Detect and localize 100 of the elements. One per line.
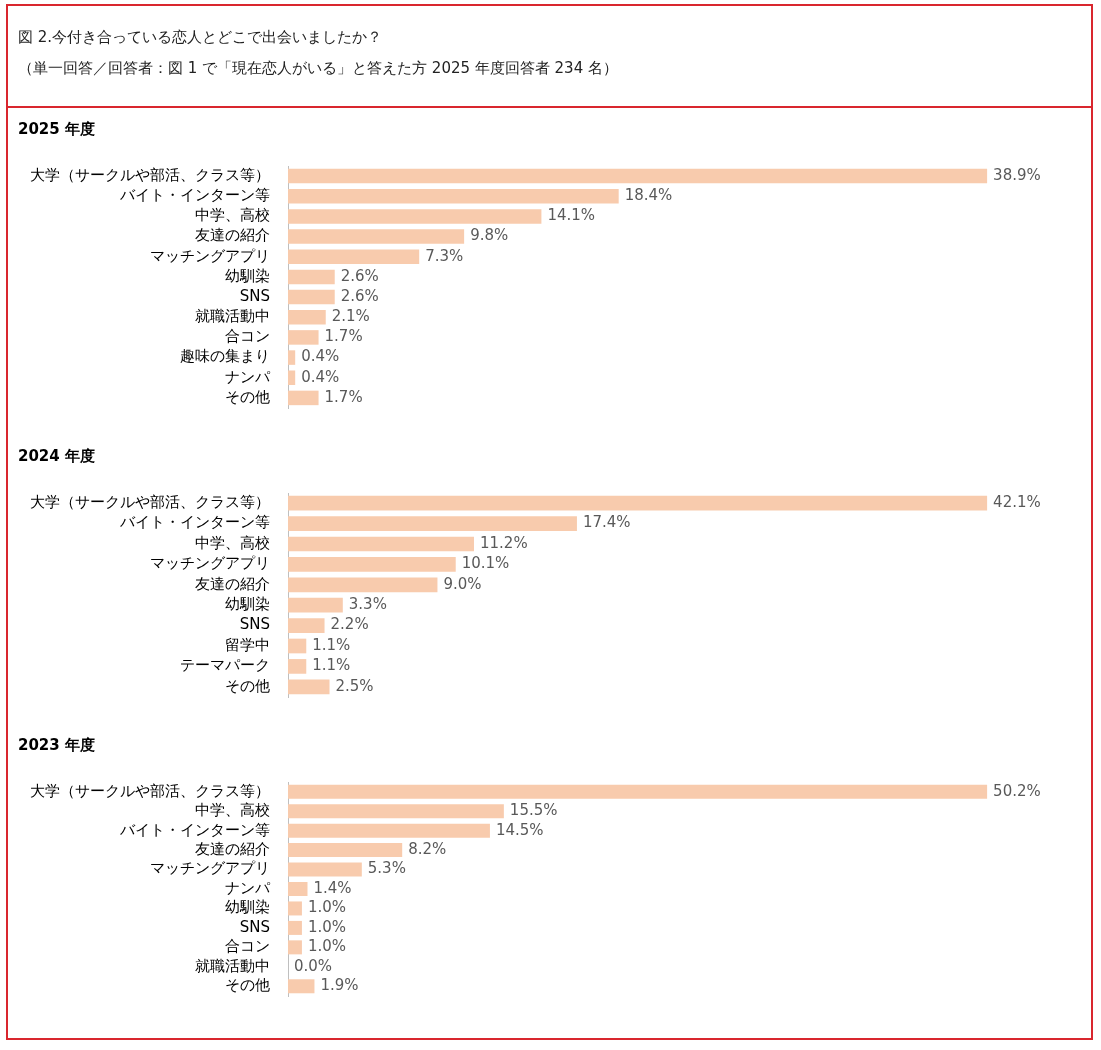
y-tick-label: その他 [225,676,270,695]
data-label: 18.4% [624,186,673,205]
y-tick-label: バイト・インターン等 [119,513,270,532]
y-tick-label: マッチングアプリ [150,859,270,878]
bar [288,784,988,799]
bar [288,638,307,654]
data-label: 1.1% [312,635,351,654]
bar [288,901,302,916]
y-tick-label: その他 [225,976,270,995]
data-label: 5.3% [367,859,406,878]
y-tick-label: 大学（サークルや部活、クラス等） [30,493,270,512]
bar [288,188,619,204]
data-label: 2.2% [330,615,369,634]
bar [288,979,315,994]
text: （単一回答／回答者：図 1 で「現在恋人がいる」と答えた方 2025 年度回答者 234 名） [18,59,619,78]
data-label: 14.5% [495,820,544,839]
y-tick-label: SNS [239,286,270,305]
bar [288,390,319,406]
y-tick-label: 友達の紹介 [195,226,270,245]
y-tick-label: SNS [239,615,270,634]
bar [288,557,456,572]
data-label: 1.4% [313,878,352,897]
bar [288,350,296,365]
bar [288,804,504,819]
y-tick-label: テーマパーク [180,656,270,675]
data-label: 38.9% [993,165,1041,184]
y-tick-label: SNS [239,917,270,936]
y-tick-label: 趣味の集まり [180,347,270,366]
data-label: 17.4% [582,513,631,532]
data-label: 2.5% [335,676,374,695]
bar [288,168,988,184]
y-tick-label: マッチングアプリ [150,246,270,265]
bar [288,862,362,877]
y-tick-label: 幼馴染 [225,266,270,285]
bar [288,618,325,633]
data-label: 11.2% [479,533,528,552]
data-label: 8.2% [408,839,447,858]
text: 2025 年度 [18,120,96,139]
bar [288,269,335,285]
bar [288,209,542,224]
bar [288,370,296,386]
data-label: 1.0% [307,917,347,936]
bar [288,495,988,511]
y-tick-label: バイト・インターン等 [119,820,270,839]
bar [288,229,465,244]
data-label: 42.1% [993,493,1041,512]
bar [288,920,302,935]
data-label: 0.4% [301,347,340,366]
y-tick-label: ナンパ [225,878,271,897]
y-tick-label: 大学（サークルや部活、クラス等） [30,165,270,184]
bar [288,330,319,345]
bar [288,843,403,858]
data-label: 1.0% [307,898,347,917]
data-label: 1.1% [312,656,351,675]
y-tick-label: 中学、高校 [195,801,270,820]
data-label: 1.9% [320,976,359,995]
y-tick-label: 合コン [225,937,270,956]
data-label: 2.6% [340,286,379,305]
data-label: 10.1% [461,554,510,573]
bar [288,940,302,955]
y-tick-label: 就職活動中 [195,307,270,326]
data-label: 9.8% [470,226,509,245]
bar [288,679,330,695]
data-label: 7.3% [425,246,464,265]
data-label: 1.7% [324,327,363,346]
text: 図 2.今付き合っている恋人とどこで出会いましたか？ [18,28,384,47]
y-tick-label: 大学（サークルや部活、クラス等） [30,781,270,800]
data-label: 14.1% [547,206,596,225]
text: 2024 年度 [18,447,96,466]
bar [288,597,343,613]
bar [288,536,474,552]
y-tick-label: 友達の紹介 [195,574,270,593]
y-tick-label: ナンパ [225,367,271,386]
bar [288,516,577,531]
data-label: 2.1% [331,307,370,326]
text: 2023 年度 [18,736,96,755]
bar [288,309,326,325]
bar [288,249,420,265]
data-label: 0.0% [294,956,333,975]
bar [288,577,438,593]
bar [288,289,335,305]
y-tick-label: その他 [225,387,270,406]
y-tick-label: 留学中 [225,635,270,654]
y-tick-label: 中学、高校 [195,206,270,225]
y-tick-label: 中学、高校 [195,533,270,552]
data-label: 1.0% [307,937,347,956]
bar [288,659,307,674]
bar [288,823,490,838]
y-tick-label: 就職活動中 [195,956,270,975]
y-tick-label: バイト・インターン等 [119,186,270,205]
data-label: 50.2% [993,781,1041,800]
y-tick-label: 合コン [225,327,270,346]
data-label: 15.5% [509,801,558,820]
y-tick-label: 幼馴染 [225,898,270,917]
bar [288,882,308,896]
y-tick-label: マッチングアプリ [150,554,270,573]
data-label: 9.0% [443,574,482,593]
y-tick-label: 幼馴染 [225,595,270,614]
data-label: 3.3% [348,595,387,614]
data-label: 0.4% [301,367,340,386]
